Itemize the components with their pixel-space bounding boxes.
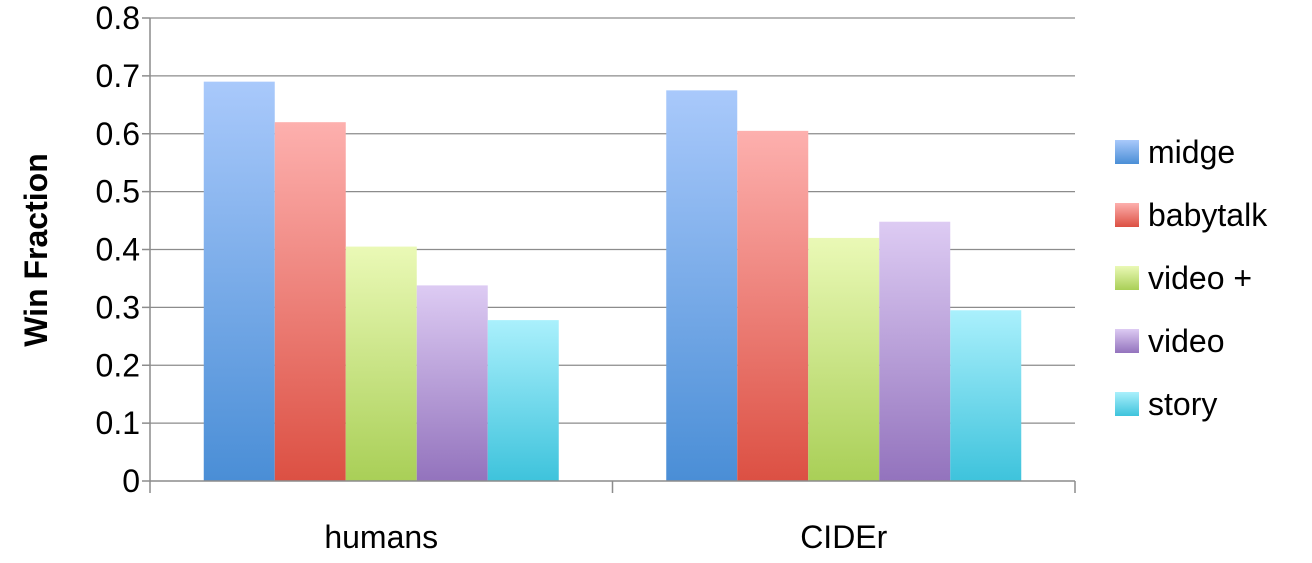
legend-label: video + xyxy=(1148,260,1252,296)
bar-video-humans xyxy=(416,285,488,481)
legend-label: babytalk xyxy=(1148,197,1268,233)
bar-babytalk-humans xyxy=(274,122,346,482)
bar-story-humans xyxy=(487,320,559,481)
bar-midge-humans xyxy=(203,81,275,481)
bar-video-cider xyxy=(879,221,951,481)
bar-story-cider xyxy=(950,310,1022,481)
bar-video-humans xyxy=(345,246,417,481)
bars xyxy=(203,81,1022,482)
category-labels: humans CIDEr xyxy=(324,519,887,555)
legend-swatch xyxy=(1115,203,1139,227)
legend-swatch xyxy=(1115,329,1139,353)
y-tick-label: 0.4 xyxy=(96,232,140,268)
bar-babytalk-cider xyxy=(737,130,809,481)
legend-label: story xyxy=(1148,386,1217,422)
y-tick-label: 0.3 xyxy=(96,289,140,325)
bar-midge-cider xyxy=(666,90,738,481)
x-category-label: CIDEr xyxy=(800,519,887,555)
y-tick-label: 0.6 xyxy=(96,116,140,152)
legend-swatch xyxy=(1115,140,1139,164)
legend: midge babytalk video + video story xyxy=(1115,134,1268,422)
y-tick-label: 0.7 xyxy=(96,58,140,94)
y-axis-label: Win Fraction xyxy=(18,153,54,346)
legend-swatch xyxy=(1115,266,1139,290)
y-tick-label: 0.2 xyxy=(96,347,140,383)
y-axis-ticks: 0 0.1 0.2 0.3 0.4 0.5 0.6 0.7 0.8 xyxy=(96,0,150,499)
y-tick-label: 0 xyxy=(122,463,140,499)
y-tick-label: 0.5 xyxy=(96,174,140,210)
x-category-label: humans xyxy=(324,519,438,555)
legend-swatch xyxy=(1115,392,1139,416)
y-tick-label: 0.8 xyxy=(96,0,140,36)
y-tick-label: 0.1 xyxy=(96,405,140,441)
x-axis xyxy=(149,18,1076,493)
bar-video-cider xyxy=(808,237,880,481)
legend-label: midge xyxy=(1148,134,1235,170)
legend-label: video xyxy=(1148,323,1225,359)
